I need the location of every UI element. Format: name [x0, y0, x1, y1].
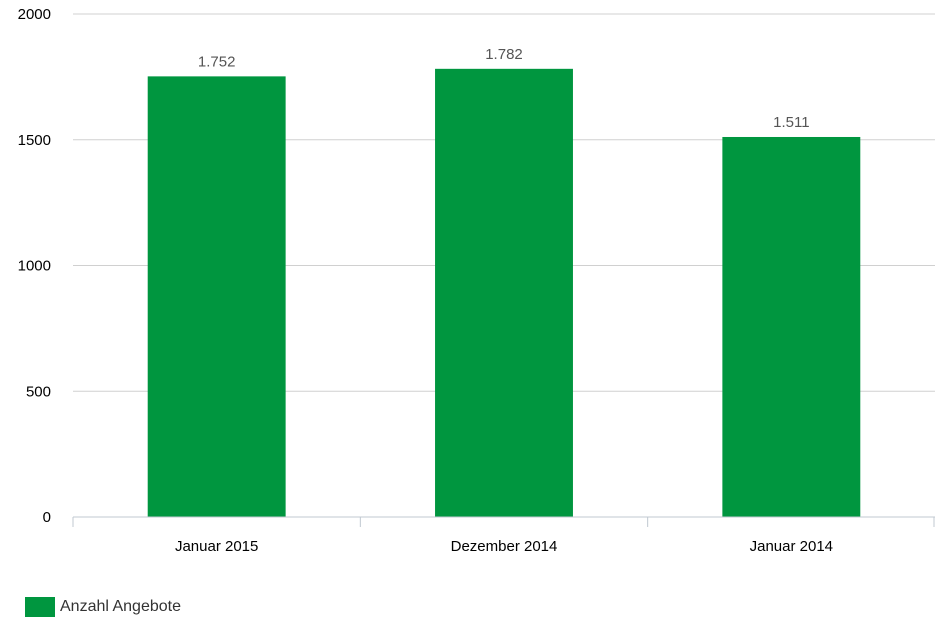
- x-axis: Januar 2015 Dezember 2014 Januar 2014: [72, 516, 935, 555]
- x-tick-label-0: Januar 2015: [175, 538, 258, 555]
- bar-value-label-2: 1.511: [773, 114, 809, 131]
- bars: [147, 68, 861, 518]
- x-tick-label-2: Januar 2014: [750, 538, 833, 555]
- y-tick-label-0: 0: [43, 509, 51, 526]
- y-tick-label-1000: 1000: [18, 258, 51, 275]
- y-tick-label-1500: 1500: [18, 132, 51, 149]
- bar-value-labels: 1.752 1.782 1.511: [198, 46, 810, 131]
- x-tick-label-1: Dezember 2014: [451, 538, 558, 555]
- y-axis-tick-labels: 0 500 1000 1500 2000: [18, 6, 51, 526]
- legend-swatch: [25, 597, 55, 617]
- y-tick-label-500: 500: [26, 383, 51, 400]
- legend[interactable]: Anzahl Angebote: [25, 596, 181, 618]
- bar-chart: 0 500 1000 1500 2000 1.752 1.782 1.511 Januar …: [18, 6, 935, 555]
- bar-0: [147, 76, 286, 517]
- bar-2: [722, 136, 861, 517]
- bar-value-label-1: 1.782: [485, 46, 523, 63]
- y-tick-label-2000: 2000: [18, 6, 51, 23]
- bar-value-label-0: 1.752: [198, 53, 236, 70]
- bar-1: [435, 68, 573, 518]
- legend-label-anzahl-angebote: Anzahl Angebote: [60, 598, 181, 615]
